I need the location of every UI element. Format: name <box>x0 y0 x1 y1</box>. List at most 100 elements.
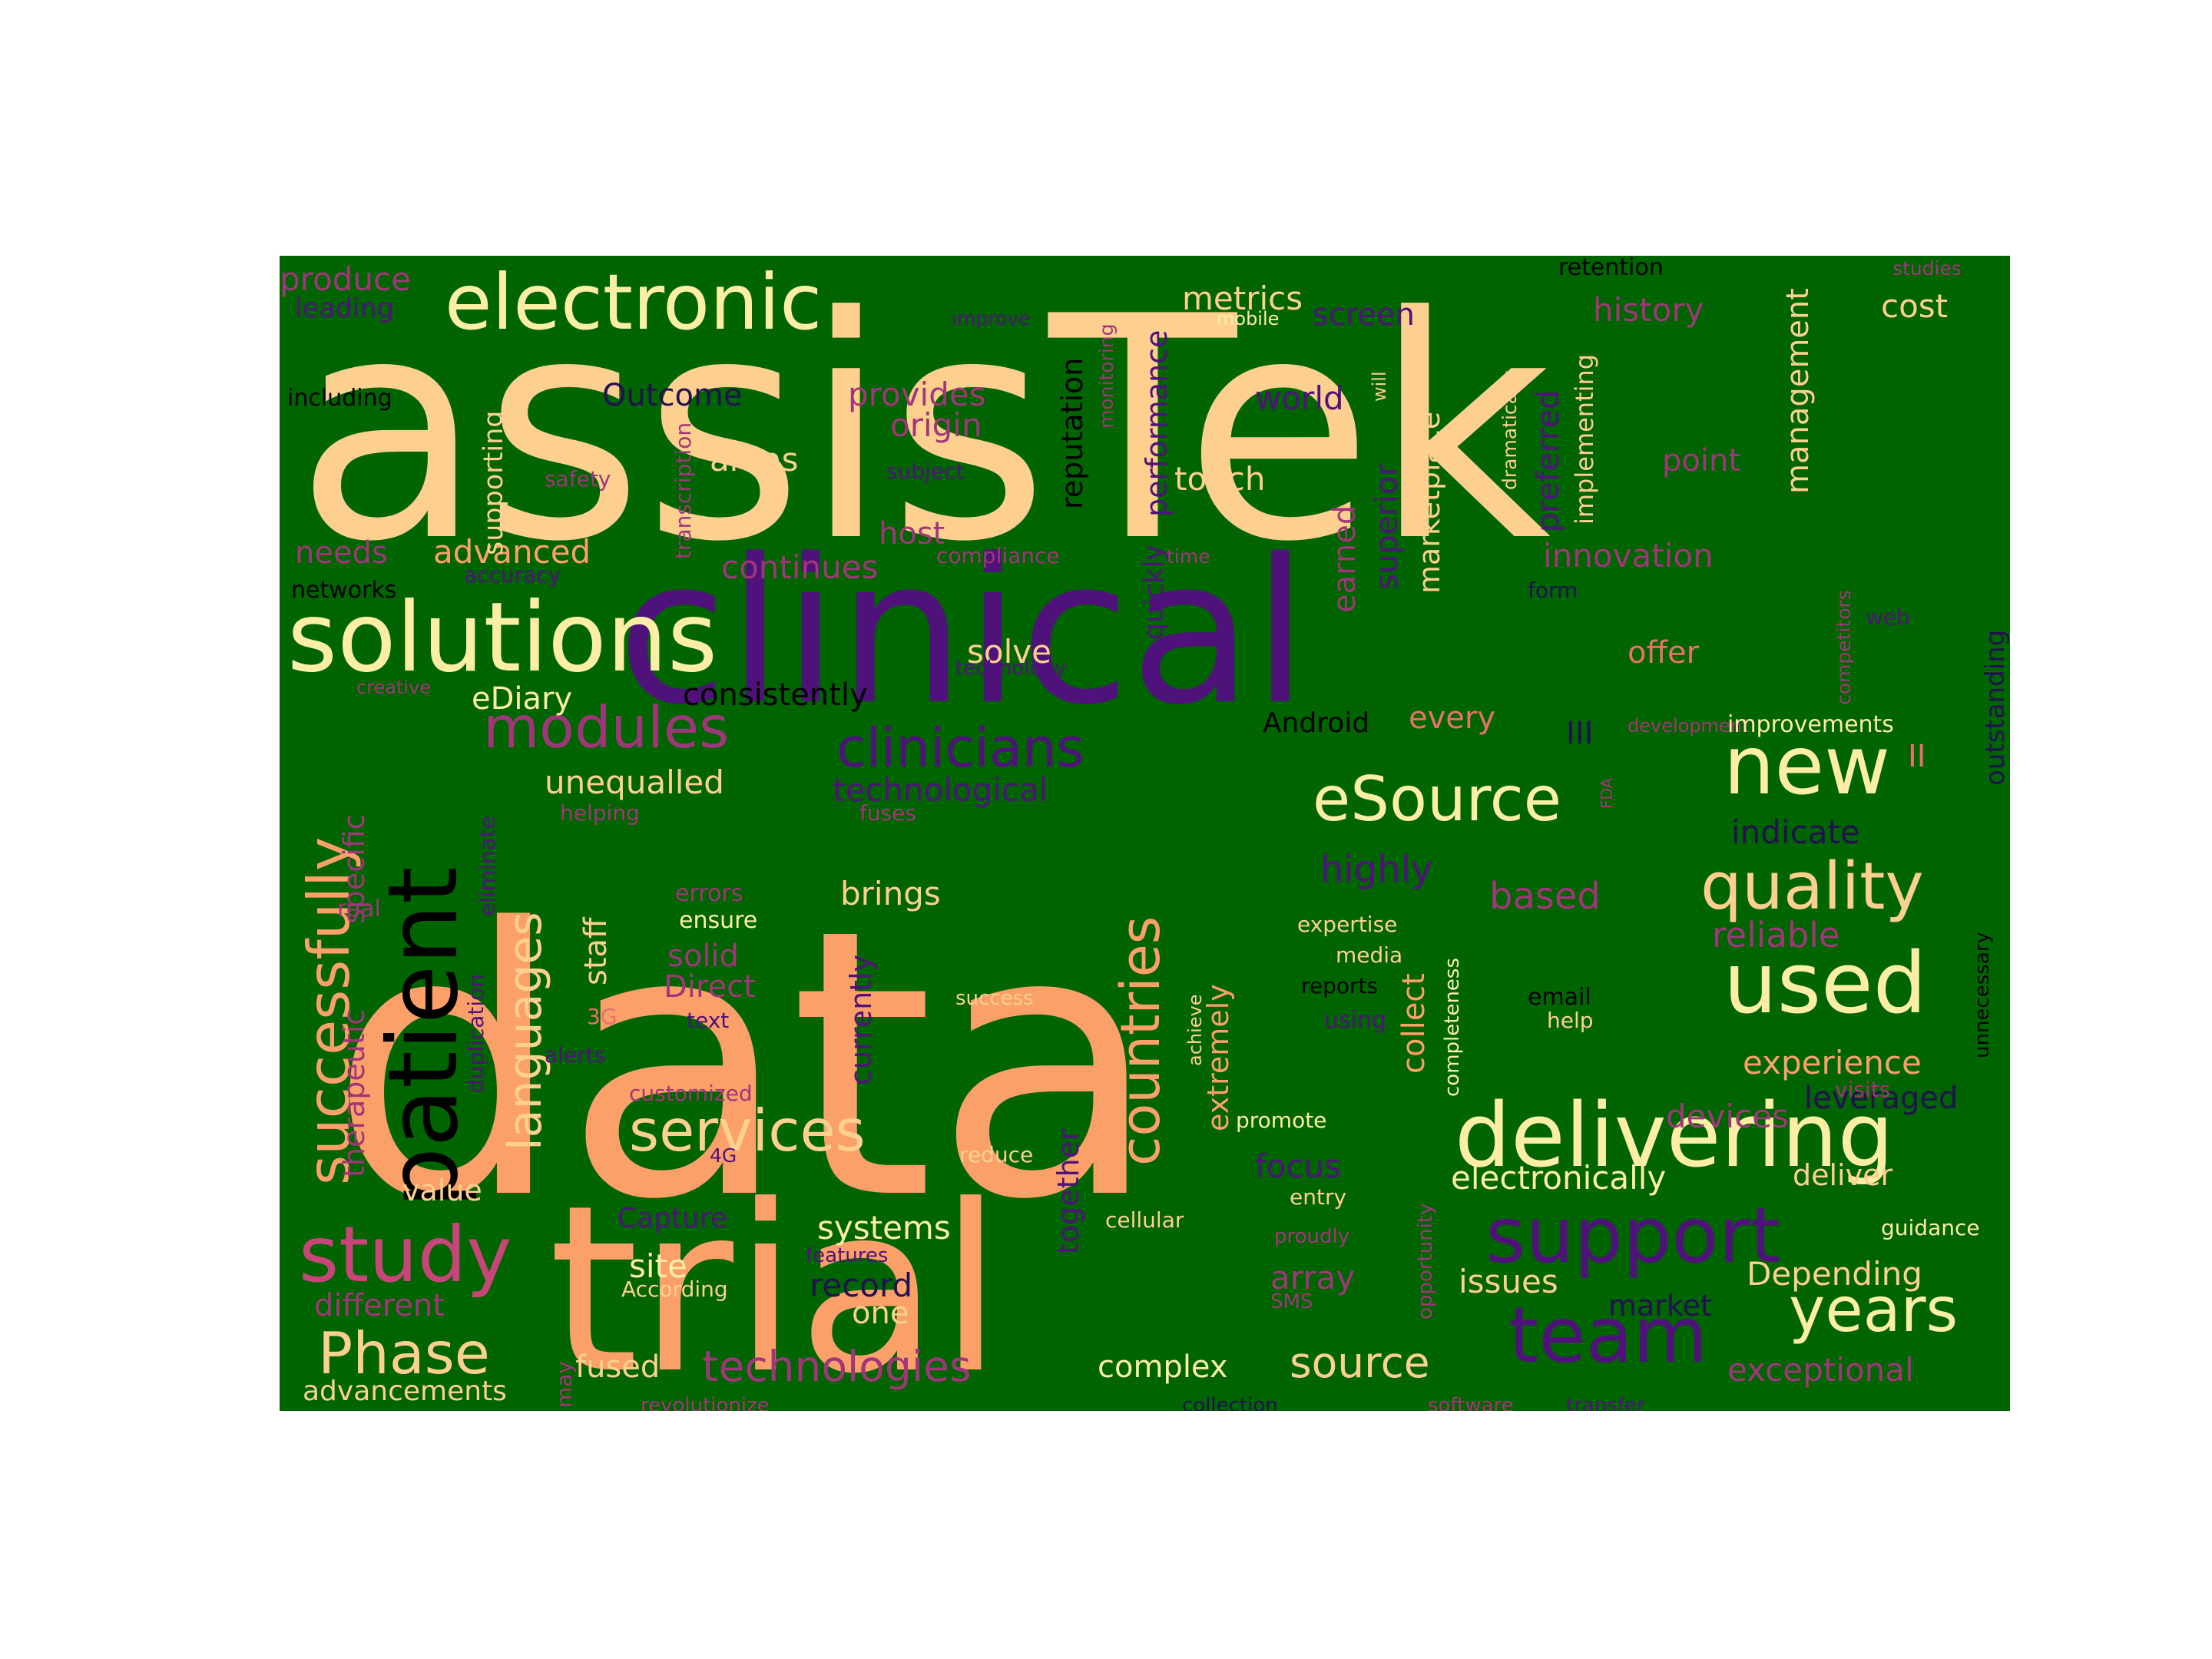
word-customized: customized <box>629 1081 753 1106</box>
word-systems: systems <box>817 1209 951 1247</box>
word-metrics: metrics <box>1182 280 1303 317</box>
word-quality: quality <box>1700 849 1924 925</box>
word-provides: provides <box>848 376 986 413</box>
word-using: using <box>1324 1007 1386 1034</box>
word-services: services <box>629 1097 866 1164</box>
word-promote: promote <box>1236 1108 1326 1133</box>
word-technology: technology <box>955 657 1066 680</box>
word-languages: languages <box>498 912 552 1151</box>
word-mobile: mobile <box>1217 308 1279 329</box>
word-complex: complex <box>1098 1349 1228 1385</box>
word-subject: subject <box>886 459 965 484</box>
word-technological: technological <box>833 771 1048 809</box>
word-media: media <box>1336 942 1402 968</box>
word-technologies: technologies <box>702 1342 972 1391</box>
word-revolutionize: revolutionize <box>641 1394 770 1411</box>
word-screen: screen <box>1313 297 1415 333</box>
word-together: together <box>1051 1128 1085 1254</box>
word-help: help <box>1547 1008 1594 1033</box>
word-array: array <box>1270 1259 1355 1296</box>
word-ii: II <box>1908 739 1926 774</box>
word-issues: issues <box>1459 1263 1558 1300</box>
word-point: point <box>1662 443 1740 478</box>
word-different: different <box>314 1288 445 1323</box>
word-clinical: clinical <box>618 517 1308 749</box>
word-unnecessary: unnecessary <box>1971 932 1994 1058</box>
word-support: support <box>1485 1190 1780 1280</box>
word-collection: collection <box>1182 1394 1278 1411</box>
word-advanced: advanced <box>433 533 591 571</box>
word-iii: III <box>1566 716 1593 751</box>
word-collect: collect <box>1396 973 1432 1074</box>
word-currently: currently <box>844 955 878 1085</box>
word-earned: earned <box>1327 505 1363 613</box>
word-continues: continues <box>721 548 879 586</box>
word-therapeutic: therapeutic <box>337 1009 371 1177</box>
word-monitoring: monitoring <box>1095 324 1118 429</box>
word-success: success <box>955 987 1034 1010</box>
word-host: host <box>879 516 945 551</box>
word-compliance: compliance <box>936 543 1060 568</box>
word-successfully: successfully <box>295 837 363 1185</box>
word-outstanding: outstanding <box>1980 630 2010 786</box>
word-real: real <box>337 896 381 922</box>
word-safety: safety <box>545 466 611 492</box>
word-retention: retention <box>1558 256 1664 281</box>
word-ediary: eDiary <box>472 681 572 717</box>
word-deliver: deliver <box>1793 1158 1892 1192</box>
word-management: management <box>1780 288 1816 494</box>
word-helping: helping <box>560 800 640 826</box>
word-implementing: implementing <box>1570 354 1599 525</box>
word-consistently: consistently <box>683 677 868 713</box>
word-leveraged: leveraged <box>1804 1081 1958 1116</box>
word-proudly: proudly <box>1274 1225 1349 1248</box>
word-advancements: advancements <box>303 1376 507 1407</box>
word-according: According <box>621 1277 728 1302</box>
word-clinicians: clinicians <box>836 717 1084 780</box>
word-origin: origin <box>890 406 982 444</box>
word-errors: errors <box>675 880 743 907</box>
word-dramatically: dramatically <box>1498 370 1521 490</box>
word-years: years <box>1789 1274 1958 1346</box>
word-fused: fused <box>575 1349 660 1385</box>
word-sms: SMS <box>1270 1290 1313 1313</box>
word-electronic: electronic <box>445 257 822 347</box>
word-guidance: guidance <box>1881 1215 1980 1240</box>
word-web: web <box>1866 604 1910 630</box>
word-offer: offer <box>1628 635 1700 671</box>
word-opportunity: opportunity <box>1414 1204 1437 1320</box>
word-assistek: assisTek <box>295 256 1551 609</box>
word-quickly: quickly <box>1139 545 1170 640</box>
word-features: features <box>806 1244 888 1267</box>
word-touch: touch <box>1174 460 1266 498</box>
word-new: new <box>1724 719 1890 813</box>
word-cloud-svg: assisTek data clinical trial solutions electr… <box>280 256 2010 1411</box>
word-text: text <box>687 1008 729 1033</box>
word-one: one <box>852 1296 909 1331</box>
word-experience: experience <box>1743 1044 1922 1081</box>
word-unequalled: unequalled <box>545 763 724 801</box>
word-extremely: extremely <box>1201 984 1235 1131</box>
word-phase: Phase <box>318 1320 490 1387</box>
word-transcription: transcription <box>671 422 696 559</box>
word-fda: FDA <box>1598 777 1616 809</box>
word-leading: leading <box>295 293 394 324</box>
word-fuses: fuses <box>859 800 916 826</box>
word-reputation: reputation <box>1055 358 1089 509</box>
word-direct: Direct <box>664 969 756 1005</box>
word-trial: trial <box>548 1156 1003 1411</box>
word-development: development <box>1628 715 1749 737</box>
word-achieve: achieve <box>1184 994 1206 1066</box>
word-data: data <box>329 851 1160 1280</box>
word-highly: highly <box>1320 848 1432 891</box>
word-brings: brings <box>840 875 941 912</box>
word-patient: patient <box>368 866 479 1208</box>
word-competitors: competitors <box>1833 590 1855 705</box>
word-supporting: supporting <box>478 410 509 555</box>
word-specific: specific <box>337 813 371 924</box>
word-solutions: solutions <box>287 582 717 694</box>
word-innovation: innovation <box>1543 537 1714 575</box>
word-performance: performance <box>1140 330 1174 517</box>
word-devices: devices <box>1666 1098 1789 1135</box>
word-will: will <box>1369 371 1390 402</box>
